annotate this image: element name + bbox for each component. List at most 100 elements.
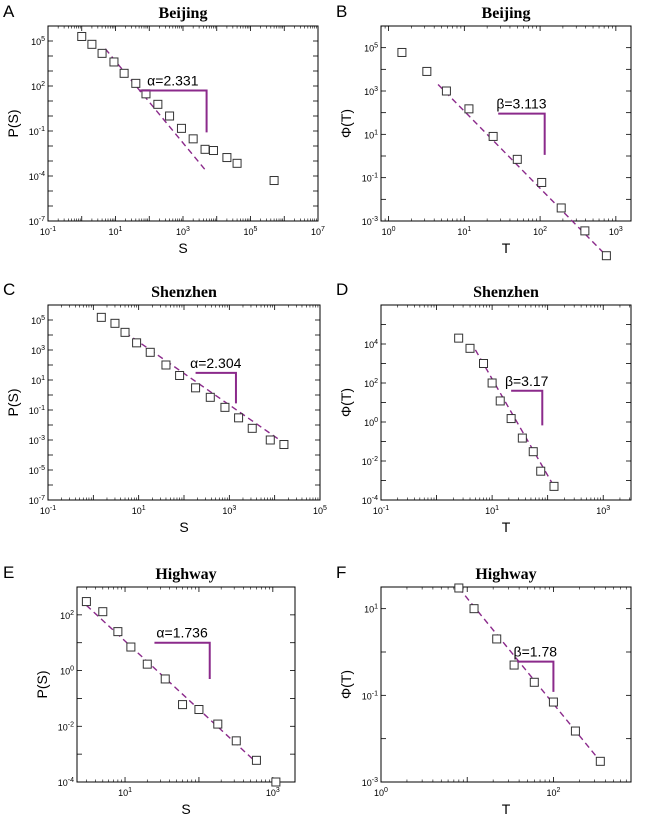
data-point <box>98 607 108 617</box>
data-point <box>213 719 223 729</box>
data-point <box>191 383 201 393</box>
slope-label: β=3.113 <box>496 96 546 112</box>
slope-label: α=2.304 <box>190 355 242 371</box>
y-axis-label: P(S) <box>5 110 21 138</box>
data-point <box>231 736 241 746</box>
y-tick-label: 10-3 <box>362 777 378 788</box>
data-point <box>469 604 479 614</box>
data-point <box>556 203 566 213</box>
x-axis-label: T <box>502 801 511 817</box>
y-tick-label: 100 <box>60 666 74 677</box>
data-point <box>131 78 141 88</box>
y-tick-label: 100 <box>364 417 378 428</box>
data-point <box>161 360 171 370</box>
plot-frame <box>380 586 632 783</box>
x-tick-label: 100 <box>382 226 396 237</box>
data-point <box>454 333 464 343</box>
data-point <box>205 392 215 402</box>
data-point <box>153 99 163 109</box>
panel-letter-e: E <box>3 563 14 582</box>
data-point <box>601 251 611 261</box>
data-point <box>87 39 97 49</box>
data-point <box>537 177 547 187</box>
data-point <box>487 378 497 388</box>
fit-line <box>458 587 601 762</box>
data-point <box>145 347 155 357</box>
x-tick-label: 101 <box>118 787 132 798</box>
data-point <box>265 435 275 445</box>
data-point <box>492 634 502 644</box>
data-point <box>119 68 129 78</box>
data-point <box>479 359 489 368</box>
y-axis-label: P(S) <box>5 389 21 417</box>
x-axis-label: T <box>502 240 511 256</box>
data-point <box>188 134 198 144</box>
plot-frame <box>76 586 296 783</box>
y-axis-label: P(S) <box>34 671 50 699</box>
x-tick-label: 107 <box>311 226 325 237</box>
panel-letter-c: C <box>3 280 15 299</box>
slope-bracket <box>517 660 555 692</box>
data-point <box>488 131 498 141</box>
data-point <box>271 777 281 787</box>
slope-label: β=1.78 <box>514 644 558 660</box>
data-point <box>126 642 136 652</box>
data-point <box>113 627 123 637</box>
panel-letter-f: F <box>336 563 346 582</box>
data-point <box>142 659 152 669</box>
data-point <box>96 312 106 322</box>
data-point <box>160 674 170 684</box>
data-point <box>517 433 527 443</box>
slope-bracket <box>511 389 544 426</box>
y-tick-label: 10-2 <box>58 721 74 732</box>
x-tick-label: 101 <box>109 226 123 237</box>
data-point <box>506 414 516 424</box>
data-point <box>251 755 261 765</box>
panel-letter-d: D <box>336 280 348 299</box>
x-tick-label: 102 <box>546 787 560 798</box>
y-tick-label: 10-7 <box>29 495 45 506</box>
data-point <box>509 660 519 670</box>
data-point <box>109 57 119 67</box>
y-tick-label: 10-4 <box>58 777 74 788</box>
slope-bracket <box>139 89 208 133</box>
data-point <box>465 343 475 353</box>
y-tick-label: 101 <box>364 604 378 615</box>
fit-line <box>474 349 555 487</box>
data-point <box>77 31 87 41</box>
y-tick-label: 102 <box>364 378 378 389</box>
data-point <box>548 697 558 707</box>
slope-bracket <box>195 371 237 404</box>
fit-line <box>85 604 257 764</box>
y-axis-label: Φ(T) <box>338 388 354 417</box>
y-tick-label: 10-7 <box>29 216 45 227</box>
data-point <box>528 447 538 457</box>
y-tick-label: 10-3 <box>29 435 45 446</box>
data-point <box>464 104 474 114</box>
x-tick-label: 101 <box>132 505 146 516</box>
x-axis-label: S <box>178 240 187 256</box>
data-point <box>178 700 188 710</box>
y-tick-label: 103 <box>364 86 378 97</box>
y-tick-label: 10-1 <box>29 126 45 137</box>
data-point <box>269 176 279 186</box>
x-tick-label: 103 <box>596 505 610 516</box>
y-tick-label: 105 <box>364 43 378 54</box>
x-tick-label: 101 <box>485 505 499 516</box>
data-point <box>495 396 505 406</box>
x-tick-label: 10-1 <box>40 505 56 516</box>
fit-line <box>104 48 208 172</box>
panel-title: Beijing <box>482 5 531 22</box>
data-point <box>570 726 580 736</box>
data-point <box>454 583 464 593</box>
x-axis-label: S <box>181 801 190 817</box>
data-point <box>232 158 242 168</box>
x-tick-label: 101 <box>457 226 471 237</box>
y-tick-label: 101 <box>364 129 378 140</box>
panel-letter-b: B <box>336 2 347 21</box>
y-tick-label: 10-2 <box>362 456 378 467</box>
data-point <box>536 466 546 476</box>
data-point <box>81 597 91 607</box>
y-tick-label: 10-1 <box>362 173 378 184</box>
